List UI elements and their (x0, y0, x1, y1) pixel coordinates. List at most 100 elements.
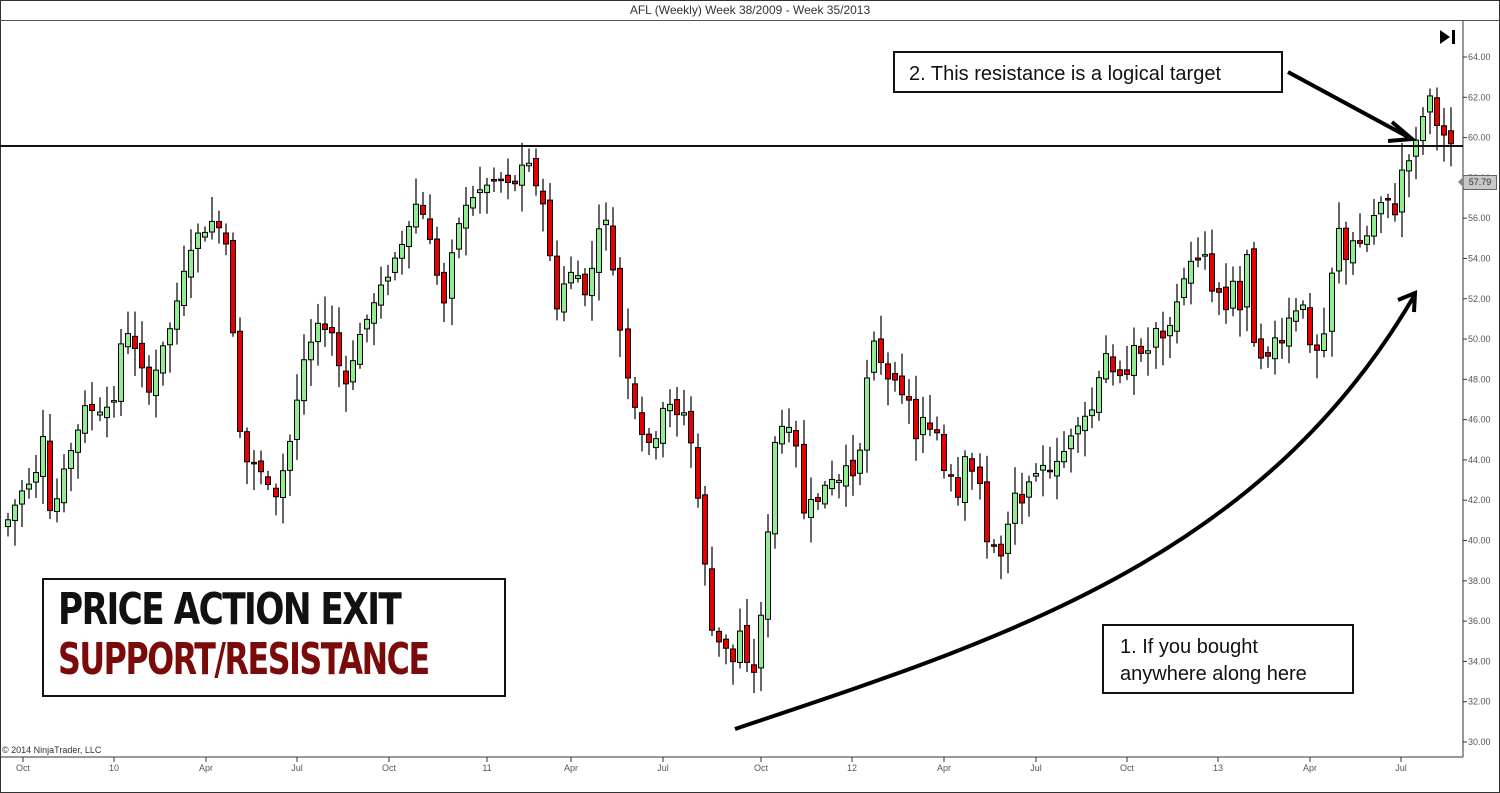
up-candle (484, 184, 490, 194)
up-candle (378, 284, 384, 306)
y-tick-label: 64.00 (1468, 52, 1491, 62)
up-candle (174, 300, 180, 330)
up-candle (1026, 481, 1032, 498)
y-tick-label: 40.00 (1468, 536, 1491, 546)
arrow-to-resistance (1287, 70, 1417, 143)
y-axis: 30.00 32.00 34.00 36.00 38.00 40.00 42.00 44.00… (1463, 52, 1491, 747)
down-candle (625, 328, 631, 379)
down-candle (998, 543, 1004, 557)
up-candle (1378, 202, 1384, 215)
up-candle (308, 341, 314, 361)
down-candle (216, 220, 222, 229)
x-tick-label: Apr (199, 763, 213, 773)
up-candle (364, 318, 370, 330)
up-candle (808, 499, 814, 518)
up-candle (1399, 169, 1405, 213)
down-candle (878, 338, 884, 364)
y-tick-label: 52.00 (1468, 294, 1491, 304)
down-candle (273, 487, 279, 498)
down-candle (533, 158, 539, 187)
up-candle (456, 223, 462, 250)
down-candle (906, 396, 912, 401)
y-tick-label: 36.00 (1468, 616, 1491, 626)
y-tick-label: 38.00 (1468, 576, 1491, 586)
down-candle (695, 447, 701, 499)
up-candle (280, 470, 286, 498)
up-candle (1230, 280, 1236, 309)
up-candle (1075, 425, 1081, 435)
down-candle (1343, 227, 1349, 261)
down-candle (582, 273, 588, 296)
down-candle (505, 174, 511, 184)
x-tick-label: Jul (1395, 763, 1407, 773)
down-candle (892, 373, 898, 381)
down-candle (427, 218, 433, 240)
up-candle (1188, 260, 1194, 284)
y-tick-label: 34.00 (1468, 656, 1491, 666)
down-candle (1434, 97, 1440, 127)
up-candle (1364, 235, 1370, 245)
up-candle (1244, 254, 1250, 308)
y-tick-label: 46.00 (1468, 415, 1491, 425)
up-candle (843, 465, 849, 487)
down-candle (1357, 240, 1363, 244)
down-candle (244, 431, 250, 463)
up-candle (1286, 317, 1292, 347)
up-candle (519, 164, 525, 186)
down-candle (941, 433, 947, 472)
down-candle (554, 255, 560, 310)
down-candle (723, 638, 729, 649)
y-tick-label: 50.00 (1468, 334, 1491, 344)
down-candle (885, 363, 891, 380)
down-candle (1441, 125, 1447, 136)
down-candle (1195, 257, 1201, 261)
down-candle (793, 430, 799, 447)
up-candle (315, 322, 321, 343)
up-candle (19, 490, 25, 505)
up-candle (1321, 333, 1327, 352)
up-candle (575, 275, 581, 279)
down-candle (1237, 280, 1243, 311)
down-candle (1265, 352, 1271, 357)
up-candle (1145, 350, 1151, 354)
up-candle (153, 369, 159, 397)
up-candle (301, 359, 307, 402)
down-candle (646, 433, 652, 444)
down-candle (1448, 130, 1454, 145)
down-candle (1258, 338, 1264, 359)
down-candle (927, 422, 933, 430)
down-candle (223, 232, 229, 245)
down-candle (1160, 330, 1166, 339)
x-tick-label: Jul (1030, 763, 1042, 773)
down-candle (1047, 469, 1053, 473)
down-candle (1223, 286, 1229, 311)
up-candle (1012, 492, 1018, 524)
down-candle (434, 238, 440, 276)
down-candle (329, 327, 335, 334)
copyright-text: © 2014 NinjaTrader, LLC (2, 745, 102, 755)
up-candle (202, 231, 208, 238)
candles (5, 87, 1454, 694)
down-candle (139, 342, 145, 369)
up-candle (392, 257, 398, 273)
down-candle (899, 375, 905, 396)
down-candle (815, 497, 821, 502)
down-candle (230, 239, 236, 334)
y-tick-label: 54.00 (1468, 253, 1491, 263)
x-axis: Oct 10 Apr Jul Oct 11 Apr Jul Oct 12 Apr Jul Oct 13 Ap… (16, 757, 1407, 773)
up-candle (1427, 95, 1433, 113)
x-tick-label: 10 (109, 763, 119, 773)
down-candle (610, 225, 616, 271)
up-candle (68, 450, 74, 469)
y-tick-label: 42.00 (1468, 495, 1491, 505)
up-candle (1272, 337, 1278, 360)
scroll-to-end-button[interactable] (1438, 27, 1458, 47)
axes (0, 21, 1464, 758)
down-candle (617, 267, 623, 331)
up-candle (1103, 353, 1109, 380)
down-candle (1110, 356, 1116, 373)
down-candle (1392, 203, 1398, 216)
up-candle (920, 416, 926, 436)
down-candle (1216, 288, 1222, 293)
